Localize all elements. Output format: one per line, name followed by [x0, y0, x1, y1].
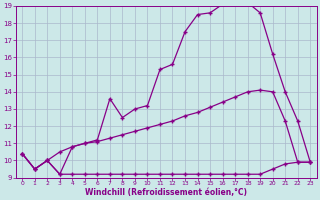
X-axis label: Windchill (Refroidissement éolien,°C): Windchill (Refroidissement éolien,°C)	[85, 188, 247, 197]
